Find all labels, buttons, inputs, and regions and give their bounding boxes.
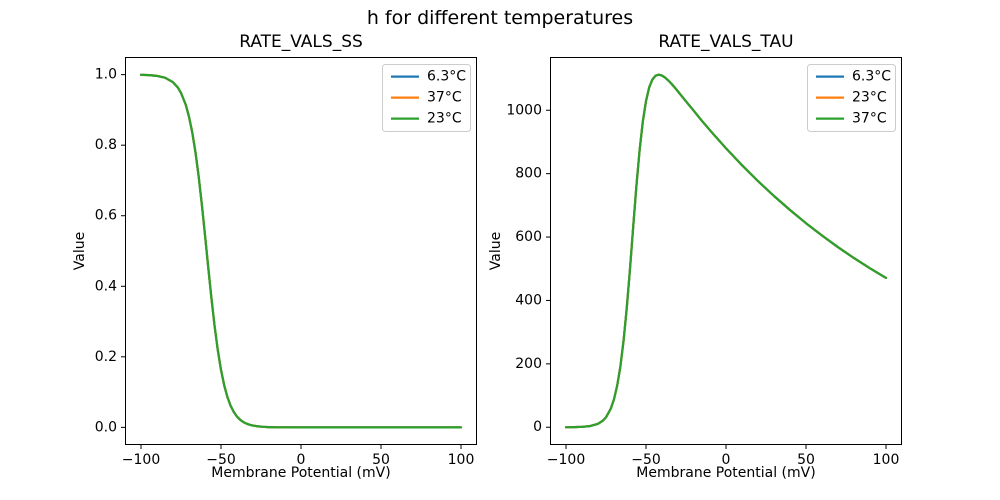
x-tick-label: 0: [722, 452, 731, 468]
legend: 6.3°C 23°C 37°C: [807, 64, 896, 132]
subplot-rate-vals-ss: RATE_VALS_SS Value Membrane Potential (m…: [72, 32, 477, 481]
y-tick-label: 0.8: [95, 137, 117, 153]
subplot-rate-vals-tau: RATE_VALS_TAU Value Membrane Potential (…: [488, 32, 902, 481]
axes-spines: [125, 57, 477, 445]
x-tick-label: 0: [297, 452, 306, 468]
x-tick-label: −100: [547, 452, 585, 468]
legend-label-0: 6.3°C: [427, 69, 466, 85]
legend-label-0: 6.3°C: [852, 69, 891, 85]
x-axis-label-tau: Membrane Potential (mV): [636, 465, 816, 481]
legend-label-2: 37°C: [852, 111, 887, 127]
y-tick-label: 0: [533, 419, 542, 435]
legend-label-1: 23°C: [852, 90, 887, 106]
y-tick-label: 0.2: [95, 349, 117, 365]
y-tick-label: 600: [515, 229, 542, 245]
plot-area-tau: −100 −50 0 50 100020040060080010006.3°C23°C3…: [506, 57, 902, 468]
x-axis-label-ss: Membrane Potential (mV): [211, 465, 391, 481]
series-line-2: [139, 73, 463, 429]
subplot-title-ss: RATE_VALS_SS: [239, 32, 363, 52]
legend-box: [382, 64, 471, 132]
x-tick-label: −50: [206, 452, 236, 468]
subplot-title-tau: RATE_VALS_TAU: [658, 32, 794, 52]
plot-area-ss: −100 −50 0 50 100 0.0 0.2 0.4 0.6 0.8 1.0 6.3°C 37°C…: [95, 57, 477, 468]
series-line-2: [564, 73, 888, 429]
x-tick-label: −50: [631, 452, 661, 468]
y-axis-label-ss: Value: [72, 231, 88, 271]
legend-label-2: 23°C: [427, 111, 462, 127]
x-tick-label: 50: [797, 452, 815, 468]
x-tick-label: 100: [448, 452, 475, 468]
y-tick-label: 200: [515, 356, 542, 372]
x-tick-label: 100: [873, 452, 900, 468]
y-axis-label-tau: Value: [488, 231, 504, 271]
legend-box: [807, 64, 896, 132]
axes-spines: [550, 57, 902, 445]
y-tick-label: 1000: [506, 102, 542, 118]
y-tick-label: 0.6: [95, 208, 117, 224]
y-tick-label: 0.4: [95, 278, 117, 294]
y-tick-label: 0.0: [95, 419, 117, 435]
x-tick-label: −100: [122, 452, 160, 468]
y-tick-label: 400: [515, 292, 542, 308]
y-tick-label: 1.0: [95, 67, 117, 83]
legend: 6.3°C 37°C 23°C: [382, 64, 471, 132]
y-tick-label: 800: [515, 166, 542, 182]
x-tick-label: 50: [372, 452, 390, 468]
legend-label-1: 37°C: [427, 90, 462, 106]
figure-suptitle: h for different temperatures: [366, 7, 634, 29]
